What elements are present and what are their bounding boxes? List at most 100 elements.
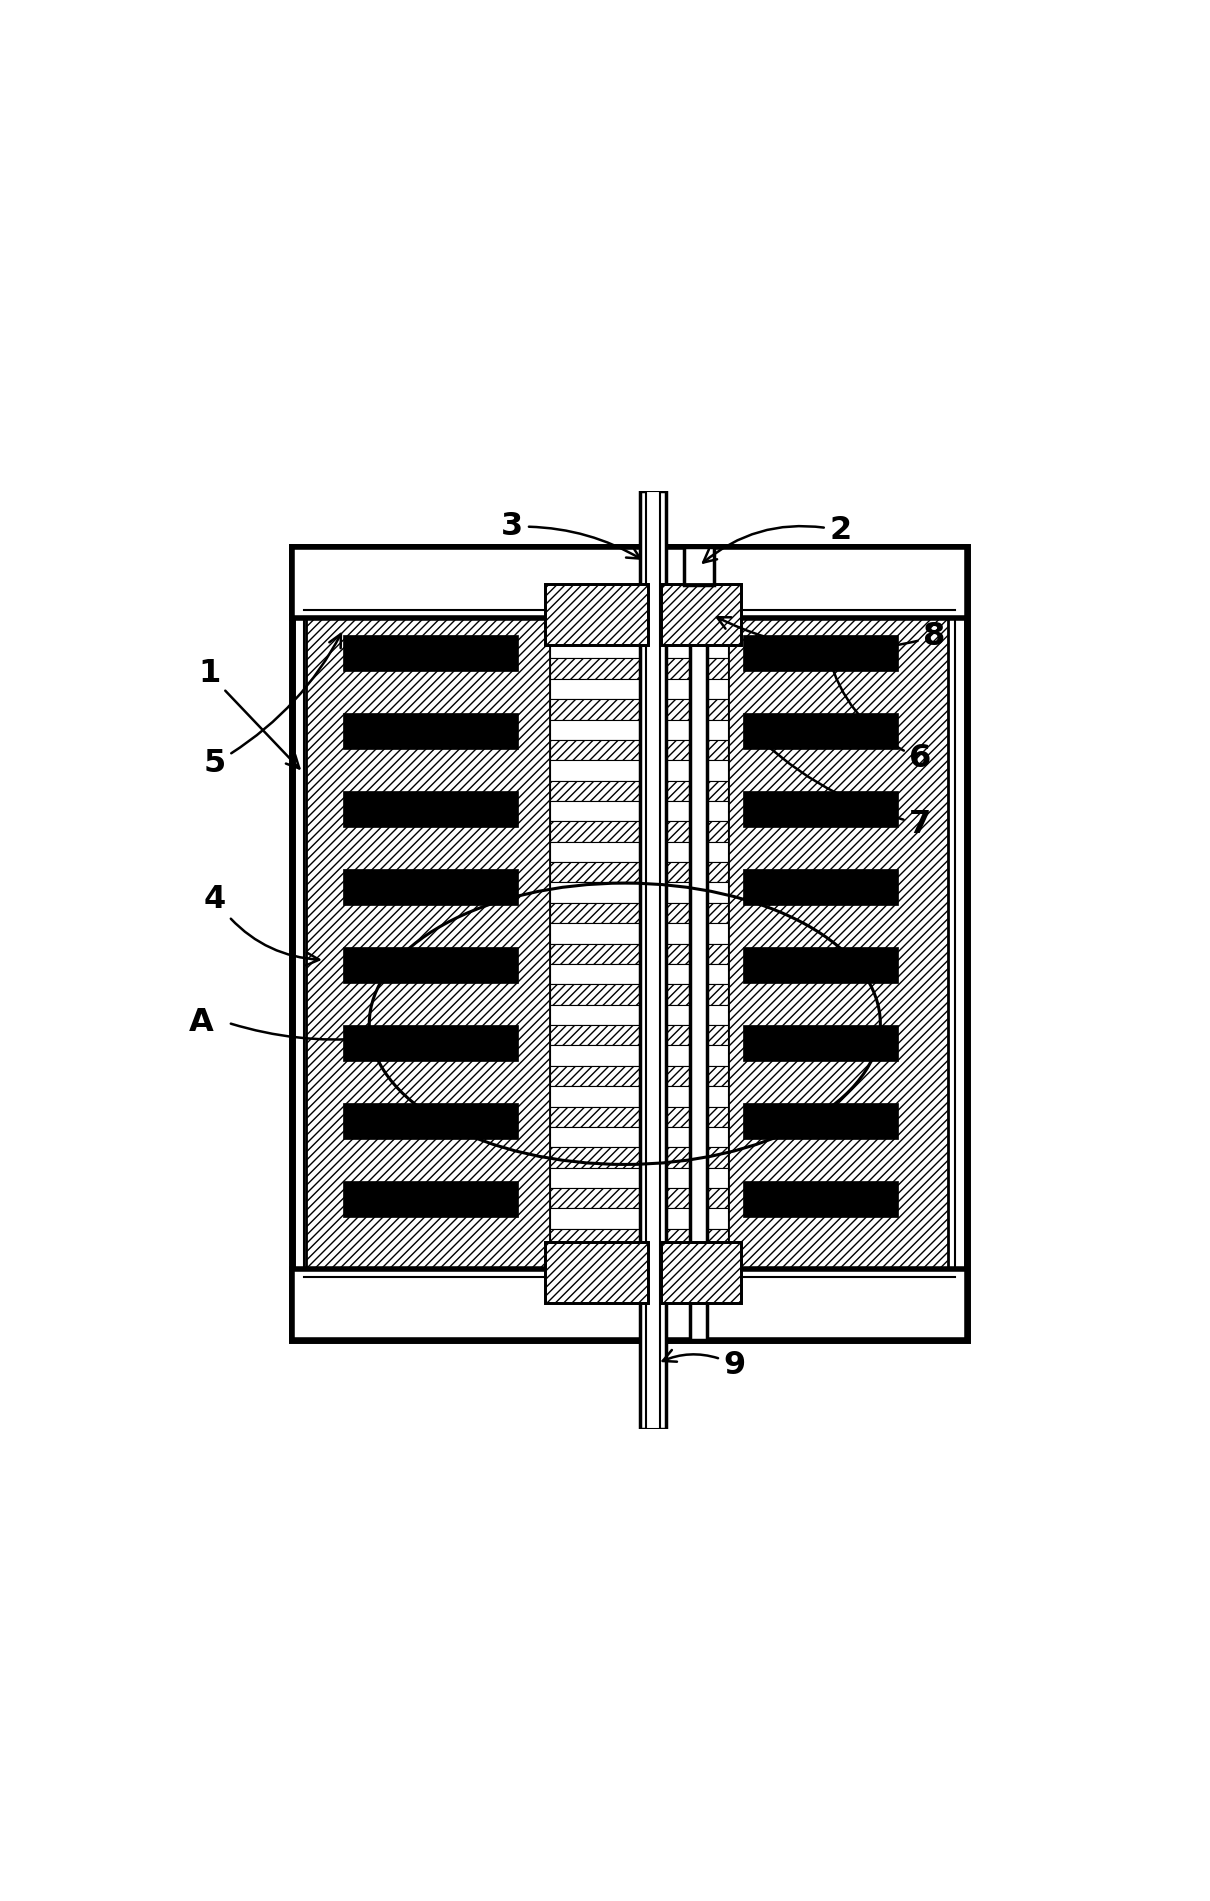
Bar (549, 821, 640, 842)
Bar (292, 547, 967, 618)
Bar (666, 821, 728, 842)
Bar (743, 635, 898, 671)
Text: 8: 8 (718, 618, 945, 652)
Bar (743, 1025, 898, 1061)
Bar (342, 791, 518, 827)
Bar (666, 1188, 728, 1209)
Bar (661, 584, 742, 644)
Bar (666, 618, 728, 639)
Bar (666, 781, 728, 800)
Text: 4: 4 (204, 884, 319, 966)
Bar (304, 553, 955, 1335)
Bar (342, 1181, 518, 1217)
Bar (666, 985, 728, 1006)
Bar (646, 490, 659, 1430)
Bar (549, 1046, 640, 1066)
Bar (292, 1270, 967, 1340)
Bar (743, 791, 898, 827)
Bar (666, 882, 728, 903)
Bar (549, 1106, 640, 1127)
Bar (743, 869, 898, 905)
Bar (292, 547, 967, 1340)
Bar (666, 1025, 728, 1046)
Bar (661, 1241, 742, 1302)
Bar (666, 679, 728, 700)
Bar (666, 739, 728, 760)
Bar (549, 720, 640, 739)
Bar (342, 1103, 518, 1139)
Bar (666, 800, 728, 821)
Bar (549, 1167, 640, 1188)
Bar (549, 1148, 640, 1167)
Text: A: A (189, 1008, 213, 1038)
Bar (666, 964, 728, 985)
Bar (549, 618, 640, 639)
Bar (666, 1046, 728, 1066)
Bar (743, 1103, 898, 1139)
Bar (666, 1006, 728, 1025)
Bar (549, 1249, 640, 1270)
Bar (549, 1006, 640, 1025)
Bar (549, 863, 640, 882)
Bar (661, 1241, 742, 1302)
Bar (743, 713, 898, 749)
Bar (549, 1025, 640, 1046)
Bar (544, 1241, 647, 1302)
Bar (549, 781, 640, 800)
Bar (666, 1249, 728, 1270)
Bar (666, 842, 728, 863)
Bar (549, 842, 640, 863)
Bar (342, 635, 518, 671)
Bar (549, 800, 640, 821)
Bar (666, 1167, 728, 1188)
Bar (342, 947, 518, 983)
Bar (549, 639, 640, 658)
Text: 3: 3 (501, 511, 640, 559)
Bar (549, 760, 640, 781)
Bar (549, 679, 640, 700)
Bar (549, 739, 640, 760)
Bar (549, 1188, 640, 1209)
Bar (666, 1148, 728, 1167)
Bar (666, 760, 728, 781)
Bar (666, 1106, 728, 1127)
Bar (691, 547, 708, 1340)
Text: 6: 6 (825, 656, 932, 774)
Bar (549, 1085, 640, 1106)
Bar (666, 1127, 728, 1148)
Bar (549, 658, 640, 679)
Bar (661, 584, 742, 644)
Bar (544, 1241, 647, 1302)
Bar (666, 700, 728, 720)
Bar (342, 1025, 518, 1061)
Bar (728, 618, 949, 1270)
Text: 1: 1 (198, 658, 299, 768)
Bar (743, 1181, 898, 1217)
Bar (342, 713, 518, 749)
Bar (549, 964, 640, 985)
Bar (666, 903, 728, 924)
Bar (549, 903, 640, 924)
Bar (640, 490, 666, 1430)
Bar (666, 943, 728, 964)
Bar (666, 924, 728, 943)
Bar (666, 1228, 728, 1249)
Text: 7: 7 (745, 724, 932, 840)
Bar (549, 985, 640, 1006)
Text: 5: 5 (204, 633, 341, 779)
Bar (306, 618, 549, 1270)
Bar (666, 1085, 728, 1106)
Bar (342, 869, 518, 905)
Bar (544, 584, 647, 644)
Text: 9: 9 (663, 1350, 745, 1380)
Text: 2: 2 (703, 515, 852, 563)
Bar (549, 1228, 640, 1249)
Bar (743, 947, 898, 983)
Bar (666, 1209, 728, 1228)
Bar (549, 1127, 640, 1148)
Bar (666, 639, 728, 658)
Bar (549, 1066, 640, 1085)
Bar (666, 863, 728, 882)
Bar (549, 882, 640, 903)
Bar (544, 584, 647, 644)
